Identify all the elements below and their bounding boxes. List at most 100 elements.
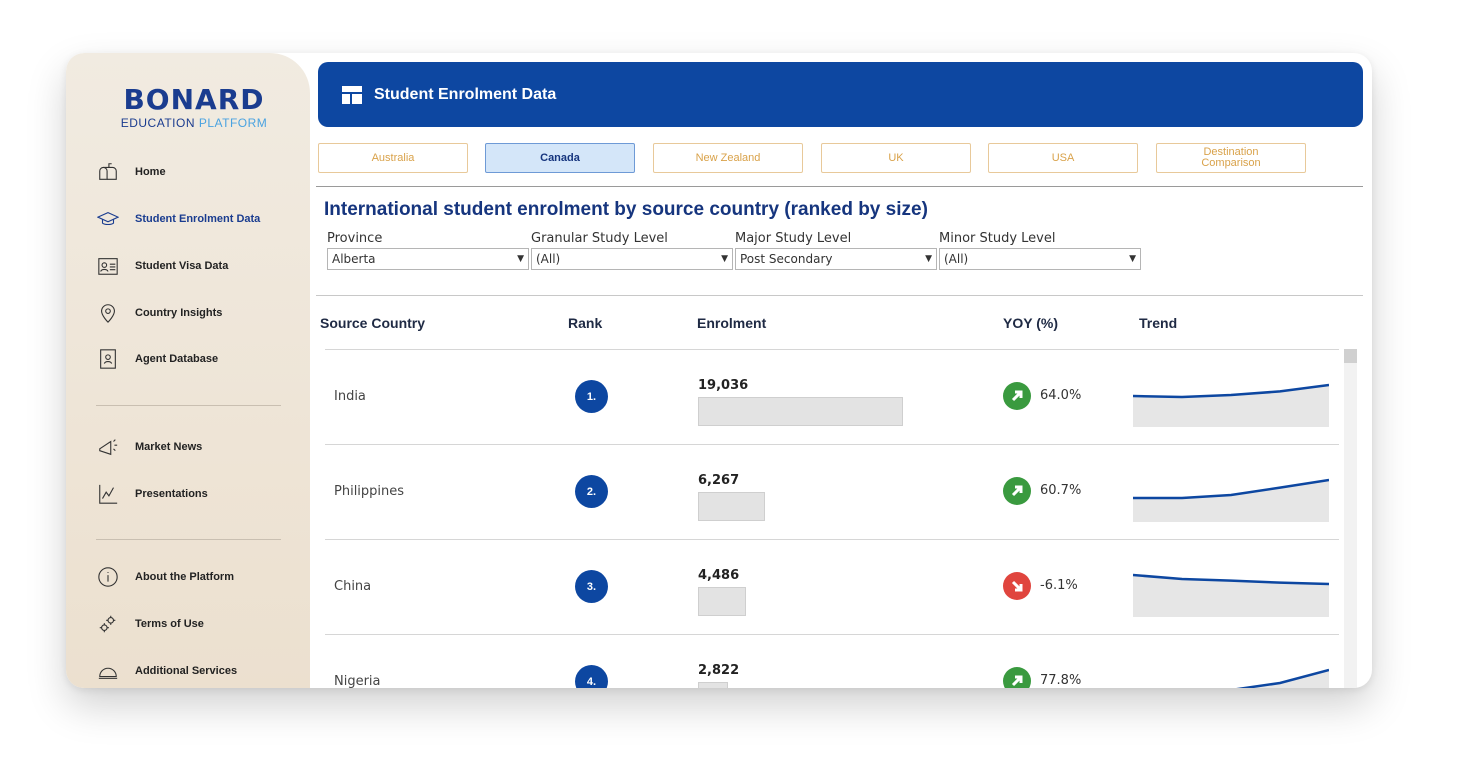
filter-label: Province <box>327 231 383 246</box>
sidebar-item-student-visa[interactable]: Student Visa Data <box>96 252 228 280</box>
sidebar-item-label: Terms of Use <box>135 618 204 630</box>
arrow-up-right-icon <box>1003 382 1031 410</box>
chevron-down-icon: ▼ <box>1129 254 1136 264</box>
trend-area <box>1133 480 1329 522</box>
trend-area <box>1133 575 1329 617</box>
graduation-cap-icon <box>96 207 120 231</box>
page-header: Student Enrolment Data <box>318 62 1363 127</box>
granular-study-level-select[interactable]: (All) ▼ <box>531 248 733 270</box>
table-scrollbar[interactable] <box>1344 349 1357 688</box>
row-enrolment-value: 4,486 <box>698 568 740 583</box>
row-divider <box>325 634 1339 635</box>
chevron-down-icon: ▼ <box>721 254 728 264</box>
gears-icon <box>96 612 120 636</box>
sidebar-item-label: Agent Database <box>135 353 219 365</box>
major-study-level-select[interactable]: Post Secondary ▼ <box>735 248 937 270</box>
column-header-yoy: YOY (%) <box>1003 315 1058 331</box>
sidebar-item-label: Student Enrolment Data <box>135 213 261 225</box>
sidebar-divider <box>96 539 281 540</box>
chevron-down-icon: ▼ <box>517 254 524 264</box>
sidebar-item-student-enrolment[interactable]: Student Enrolment Data <box>96 205 260 233</box>
brand-subtitle: EDUCATION PLATFORM <box>120 116 268 130</box>
trend-line <box>1133 573 1329 586</box>
tab-destination-comparison[interactable]: Destination Comparison <box>1156 143 1306 173</box>
sidebar-item-about[interactable]: About the Platform <box>96 563 234 591</box>
tab-uk[interactable]: UK <box>821 143 971 173</box>
row-enrolment-bar <box>698 492 765 521</box>
section-title: International student enrolment by sourc… <box>324 199 928 220</box>
filter-minor-study-level: Minor Study Level (All) ▼ <box>939 231 1141 270</box>
sidebar: BONARD EDUCATION PLATFORM Home Student E… <box>66 53 310 688</box>
sidebar-item-label: About the Platform <box>135 571 234 583</box>
arrow-down-right-icon <box>1003 572 1031 600</box>
page-title: Student Enrolment Data <box>374 85 557 103</box>
row-rank-badge: 4. <box>575 665 608 688</box>
row-source-country: Nigeria <box>334 674 381 688</box>
row-enrolment-bar <box>698 682 728 688</box>
row-enrolment-bar <box>698 587 746 616</box>
info-icon <box>96 565 120 589</box>
sidebar-item-market-news[interactable]: Market News <box>96 433 202 461</box>
row-enrolment-bar <box>698 397 903 426</box>
row-enrolment-value: 19,036 <box>698 378 749 393</box>
tab-australia[interactable]: Australia <box>318 143 468 173</box>
sidebar-item-additional-services[interactable]: Additional Services <box>96 657 237 685</box>
filter-granular-study-level: Granular Study Level (All) ▼ <box>531 231 733 270</box>
column-header-enrolment: Enrolment <box>697 315 767 331</box>
row-enrolment-value: 6,267 <box>698 473 740 488</box>
filter-province: Province Alberta ▼ <box>327 231 529 270</box>
chevron-down-icon: ▼ <box>925 254 932 264</box>
row-rank-badge: 3. <box>575 570 608 603</box>
tab-new-zealand[interactable]: New Zealand <box>653 143 803 173</box>
brand-logo[interactable]: BONARD EDUCATION PLATFORM <box>114 83 274 131</box>
sidebar-item-country-insights[interactable]: Country Insights <box>96 299 222 327</box>
column-header-source-country: Source Country <box>320 315 426 331</box>
row-yoy-value: 60.7% <box>1040 483 1082 498</box>
trend-area <box>1133 385 1329 427</box>
mailbox-icon <box>96 160 120 184</box>
map-pin-icon <box>96 301 120 325</box>
tab-usa[interactable]: USA <box>988 143 1138 173</box>
service-bell-icon <box>96 659 120 683</box>
row-rank-badge: 2. <box>575 475 608 508</box>
sidebar-item-label: Student Visa Data <box>135 260 229 272</box>
filter-label: Granular Study Level <box>531 231 668 246</box>
brand-name: BONARD <box>123 83 265 116</box>
row-trend-sparkline <box>1236 668 1329 688</box>
filters-divider <box>316 295 1363 296</box>
row-yoy-value: 77.8% <box>1040 673 1082 688</box>
sidebar-divider <box>96 405 281 406</box>
row-yoy-value: 64.0% <box>1040 388 1082 403</box>
trend-area <box>1245 670 1329 688</box>
row-trend-sparkline <box>1133 478 1329 522</box>
row-source-country: China <box>334 579 372 594</box>
row-source-country: India <box>334 389 366 404</box>
row-divider <box>325 539 1339 540</box>
sidebar-item-home[interactable]: Home <box>96 158 166 186</box>
megaphone-icon <box>96 435 120 459</box>
province-select[interactable]: Alberta ▼ <box>327 248 529 270</box>
scrollbar-thumb[interactable] <box>1344 349 1357 363</box>
sidebar-item-presentations[interactable]: Presentations <box>96 480 208 508</box>
sidebar-item-label: Presentations <box>135 488 208 500</box>
trend-line <box>1236 668 1329 688</box>
id-card-icon <box>96 254 120 278</box>
sidebar-item-agent-database[interactable]: Agent Database <box>96 345 218 373</box>
row-enrolment-value: 2,822 <box>698 663 740 678</box>
arrow-up-right-icon <box>1003 477 1031 505</box>
minor-study-level-select[interactable]: (All) ▼ <box>939 248 1141 270</box>
column-header-trend: Trend <box>1139 315 1178 331</box>
trend-line <box>1133 478 1329 500</box>
tabs-divider <box>316 186 1363 187</box>
sidebar-item-label: Home <box>135 166 166 178</box>
sidebar-item-label: Additional Services <box>135 665 238 677</box>
sidebar-item-label: Market News <box>135 441 203 453</box>
sidebar-item-terms[interactable]: Terms of Use <box>96 610 204 638</box>
app-window: BONARD EDUCATION PLATFORM Home Student E… <box>66 53 1372 688</box>
tab-canada[interactable]: Canada <box>485 143 635 173</box>
row-rank-badge: 1. <box>575 380 608 413</box>
line-chart-icon <box>96 482 120 506</box>
filter-label: Minor Study Level <box>939 231 1056 246</box>
filter-label: Major Study Level <box>735 231 852 246</box>
filter-major-study-level: Major Study Level Post Secondary ▼ <box>735 231 937 270</box>
